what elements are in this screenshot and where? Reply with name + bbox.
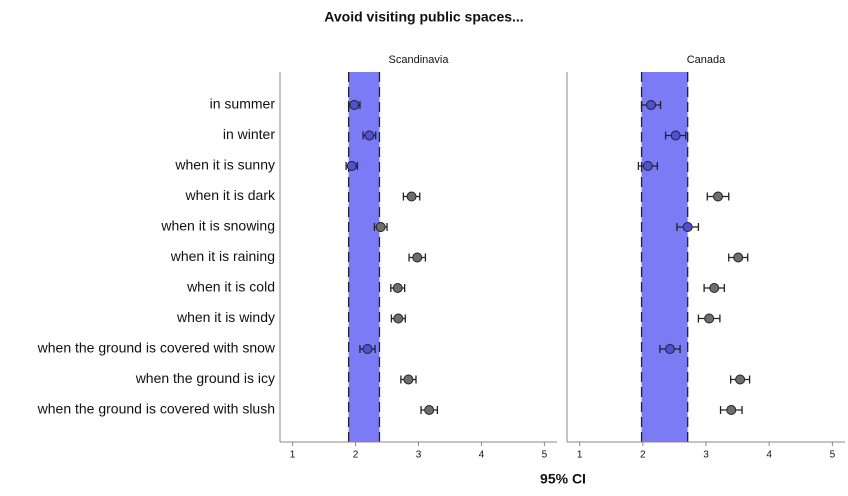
category-label: when it is cold	[186, 279, 275, 295]
x-tick-label: 2	[640, 450, 646, 461]
chart-title: Avoid visiting public spaces...	[324, 9, 523, 25]
reference-band	[641, 72, 688, 442]
x-tick-label: 3	[416, 450, 422, 461]
mean-point	[664, 344, 675, 354]
x-tick-label: 5	[542, 450, 548, 461]
mean-point	[375, 222, 386, 232]
mean-point	[403, 374, 414, 385]
category-label: when the ground is covered with snow	[37, 340, 276, 356]
mean-point	[733, 252, 744, 263]
mean-point	[364, 130, 375, 141]
mean-point	[682, 222, 693, 232]
x-tick-label: 4	[766, 450, 772, 461]
x-tick-label: 1	[577, 450, 583, 461]
x-tick-label: 4	[479, 450, 485, 461]
x-tick-label: 1	[290, 450, 296, 461]
category-label: when it is sunny	[174, 157, 275, 173]
mean-point	[392, 283, 403, 293]
mean-point	[642, 161, 653, 171]
category-label: when it is snowing	[160, 218, 275, 234]
x-axis-label: 95% CI	[540, 471, 586, 487]
category-label: in summer	[210, 96, 276, 112]
mean-point	[709, 283, 720, 293]
category-label: in winter	[223, 126, 275, 142]
panel-title: Canada	[687, 54, 726, 66]
category-label: when it is raining	[170, 248, 275, 264]
panel-title: Scandinavia	[389, 54, 450, 66]
mean-point	[393, 313, 404, 324]
x-tick-label: 3	[703, 450, 709, 461]
category-label: when the ground is covered with slush	[37, 401, 275, 417]
mean-point	[735, 374, 746, 385]
mean-point	[424, 405, 435, 415]
mean-point	[349, 100, 360, 110]
mean-point	[713, 191, 724, 202]
mean-point	[726, 405, 737, 415]
mean-point	[362, 344, 373, 354]
mean-point	[406, 191, 417, 202]
reference-band	[348, 72, 380, 442]
mean-point	[670, 130, 681, 141]
mean-point	[346, 161, 357, 171]
x-tick-label: 2	[353, 450, 359, 461]
mean-point	[704, 313, 715, 324]
mean-point	[412, 252, 423, 263]
category-label: when the ground is icy	[135, 370, 275, 386]
category-label: when it is windy	[176, 309, 275, 325]
category-label: when it is dark	[185, 187, 276, 203]
x-tick-label: 5	[830, 450, 836, 461]
mean-point	[646, 100, 657, 110]
